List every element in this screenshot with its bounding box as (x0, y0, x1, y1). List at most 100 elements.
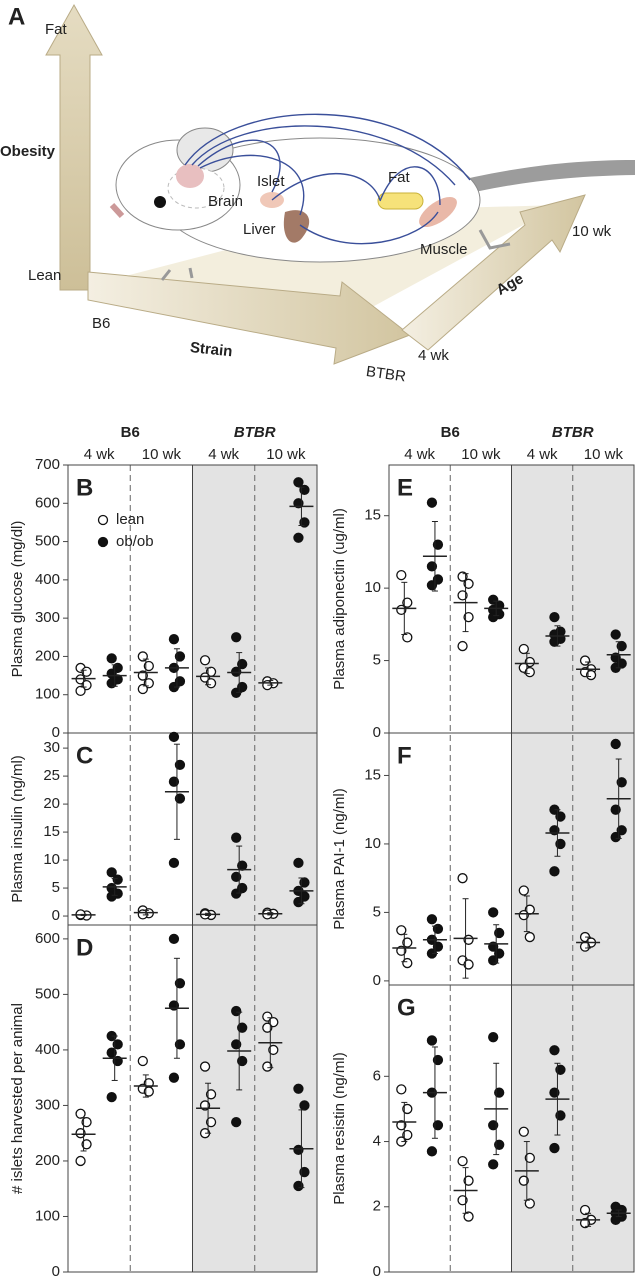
data-point (494, 927, 505, 939)
data-point (293, 1083, 304, 1094)
data-point (168, 933, 180, 945)
data-point (231, 871, 242, 883)
panel-label: B (76, 474, 93, 501)
legend-label: lean (116, 511, 144, 528)
data-point (457, 640, 468, 652)
data-point (106, 653, 117, 664)
y-tick-label: 10 (364, 579, 381, 596)
data-point (396, 604, 407, 616)
y-tick-label: 600 (35, 494, 60, 511)
data-point (579, 1217, 591, 1229)
data-point (112, 874, 123, 885)
data-point (457, 590, 468, 601)
liver (283, 210, 310, 243)
data-point (457, 571, 468, 582)
data-point (426, 580, 438, 591)
data-point (488, 1032, 499, 1043)
data-point (293, 532, 304, 543)
data-point (555, 1064, 566, 1075)
data-point (494, 948, 505, 959)
data-point (237, 1022, 248, 1033)
data-point (106, 891, 117, 902)
data-point (293, 896, 304, 908)
data-point (610, 629, 621, 640)
legend-label: ob/ob (116, 533, 154, 550)
y-tick-label: 4 (373, 1133, 381, 1150)
data-point (463, 1175, 474, 1186)
data-point (293, 857, 304, 869)
data-point (174, 651, 186, 662)
data-point (610, 1214, 621, 1225)
data-point (199, 1061, 211, 1072)
age-header: 4 wk (404, 446, 435, 463)
data-point (75, 1108, 86, 1119)
strain-header: B6 (121, 424, 140, 441)
axis-label: Obesity (0, 143, 56, 160)
y-tick-label: 0 (373, 972, 381, 989)
data-point (237, 1055, 248, 1067)
data-point (524, 667, 535, 678)
data-point (262, 1022, 273, 1033)
y-tick-label: 2 (373, 1198, 381, 1215)
data-point (106, 867, 117, 878)
data-point (396, 1120, 407, 1131)
data-point (488, 1120, 499, 1131)
data-point (299, 1100, 310, 1111)
y-tick-label: 5 (52, 879, 60, 896)
data-point (137, 683, 148, 695)
age-header: 4 wk (527, 446, 558, 463)
data-point (518, 643, 529, 655)
data-point (205, 678, 217, 689)
y-axis-label: Plasma PAI-1 (ng/ml) (331, 788, 348, 929)
data-point (106, 1047, 117, 1058)
data-point (231, 1116, 242, 1128)
data-point (106, 678, 117, 689)
y-tick-label: 300 (35, 609, 60, 626)
data-point (174, 793, 186, 804)
data-point (396, 1084, 407, 1095)
data-point (205, 1089, 217, 1100)
data-point (524, 656, 535, 668)
age-header: 4 wk (208, 446, 239, 463)
axis-end-label: Fat (45, 21, 68, 38)
data-point (426, 561, 438, 572)
mouse-eye (154, 196, 166, 208)
data-point (137, 1055, 148, 1067)
data-point (579, 1204, 591, 1216)
y-axis-label: Plasma resistin (ng/ml) (331, 1052, 348, 1205)
age-header: 10 wk (461, 446, 501, 463)
age-header: 10 wk (266, 446, 306, 463)
y-tick-label: 25 (43, 767, 60, 784)
data-point (293, 1180, 304, 1192)
data-point (426, 914, 438, 925)
data-point (426, 497, 438, 508)
y-tick-label: 700 (35, 456, 60, 473)
age-header: 10 wk (142, 446, 182, 463)
y-tick-label: 20 (43, 795, 60, 812)
y-tick-label: 300 (35, 1096, 60, 1113)
panel-a: A Fat Obesity Lean B6 Strain BTBR 4 wk A… (0, 3, 635, 385)
data-point (488, 611, 499, 623)
data-point (106, 1091, 117, 1103)
data-point (610, 738, 621, 750)
data-point (231, 888, 242, 899)
data-point (518, 1175, 529, 1186)
y-axis-label: # islets harvested per animal (9, 1003, 26, 1194)
y-tick-label: 100 (35, 686, 60, 703)
data-point (75, 685, 86, 697)
data-point (426, 1146, 438, 1157)
data-point (555, 838, 566, 850)
data-point (549, 1087, 560, 1098)
data-point (463, 578, 474, 589)
data-point (402, 957, 413, 969)
data-point (143, 1086, 154, 1097)
data-point (432, 941, 444, 952)
paws (160, 229, 511, 281)
data-point (494, 1087, 505, 1098)
fat (377, 192, 424, 210)
data-point (168, 857, 180, 869)
data-point (555, 811, 566, 822)
data-point (396, 925, 407, 936)
